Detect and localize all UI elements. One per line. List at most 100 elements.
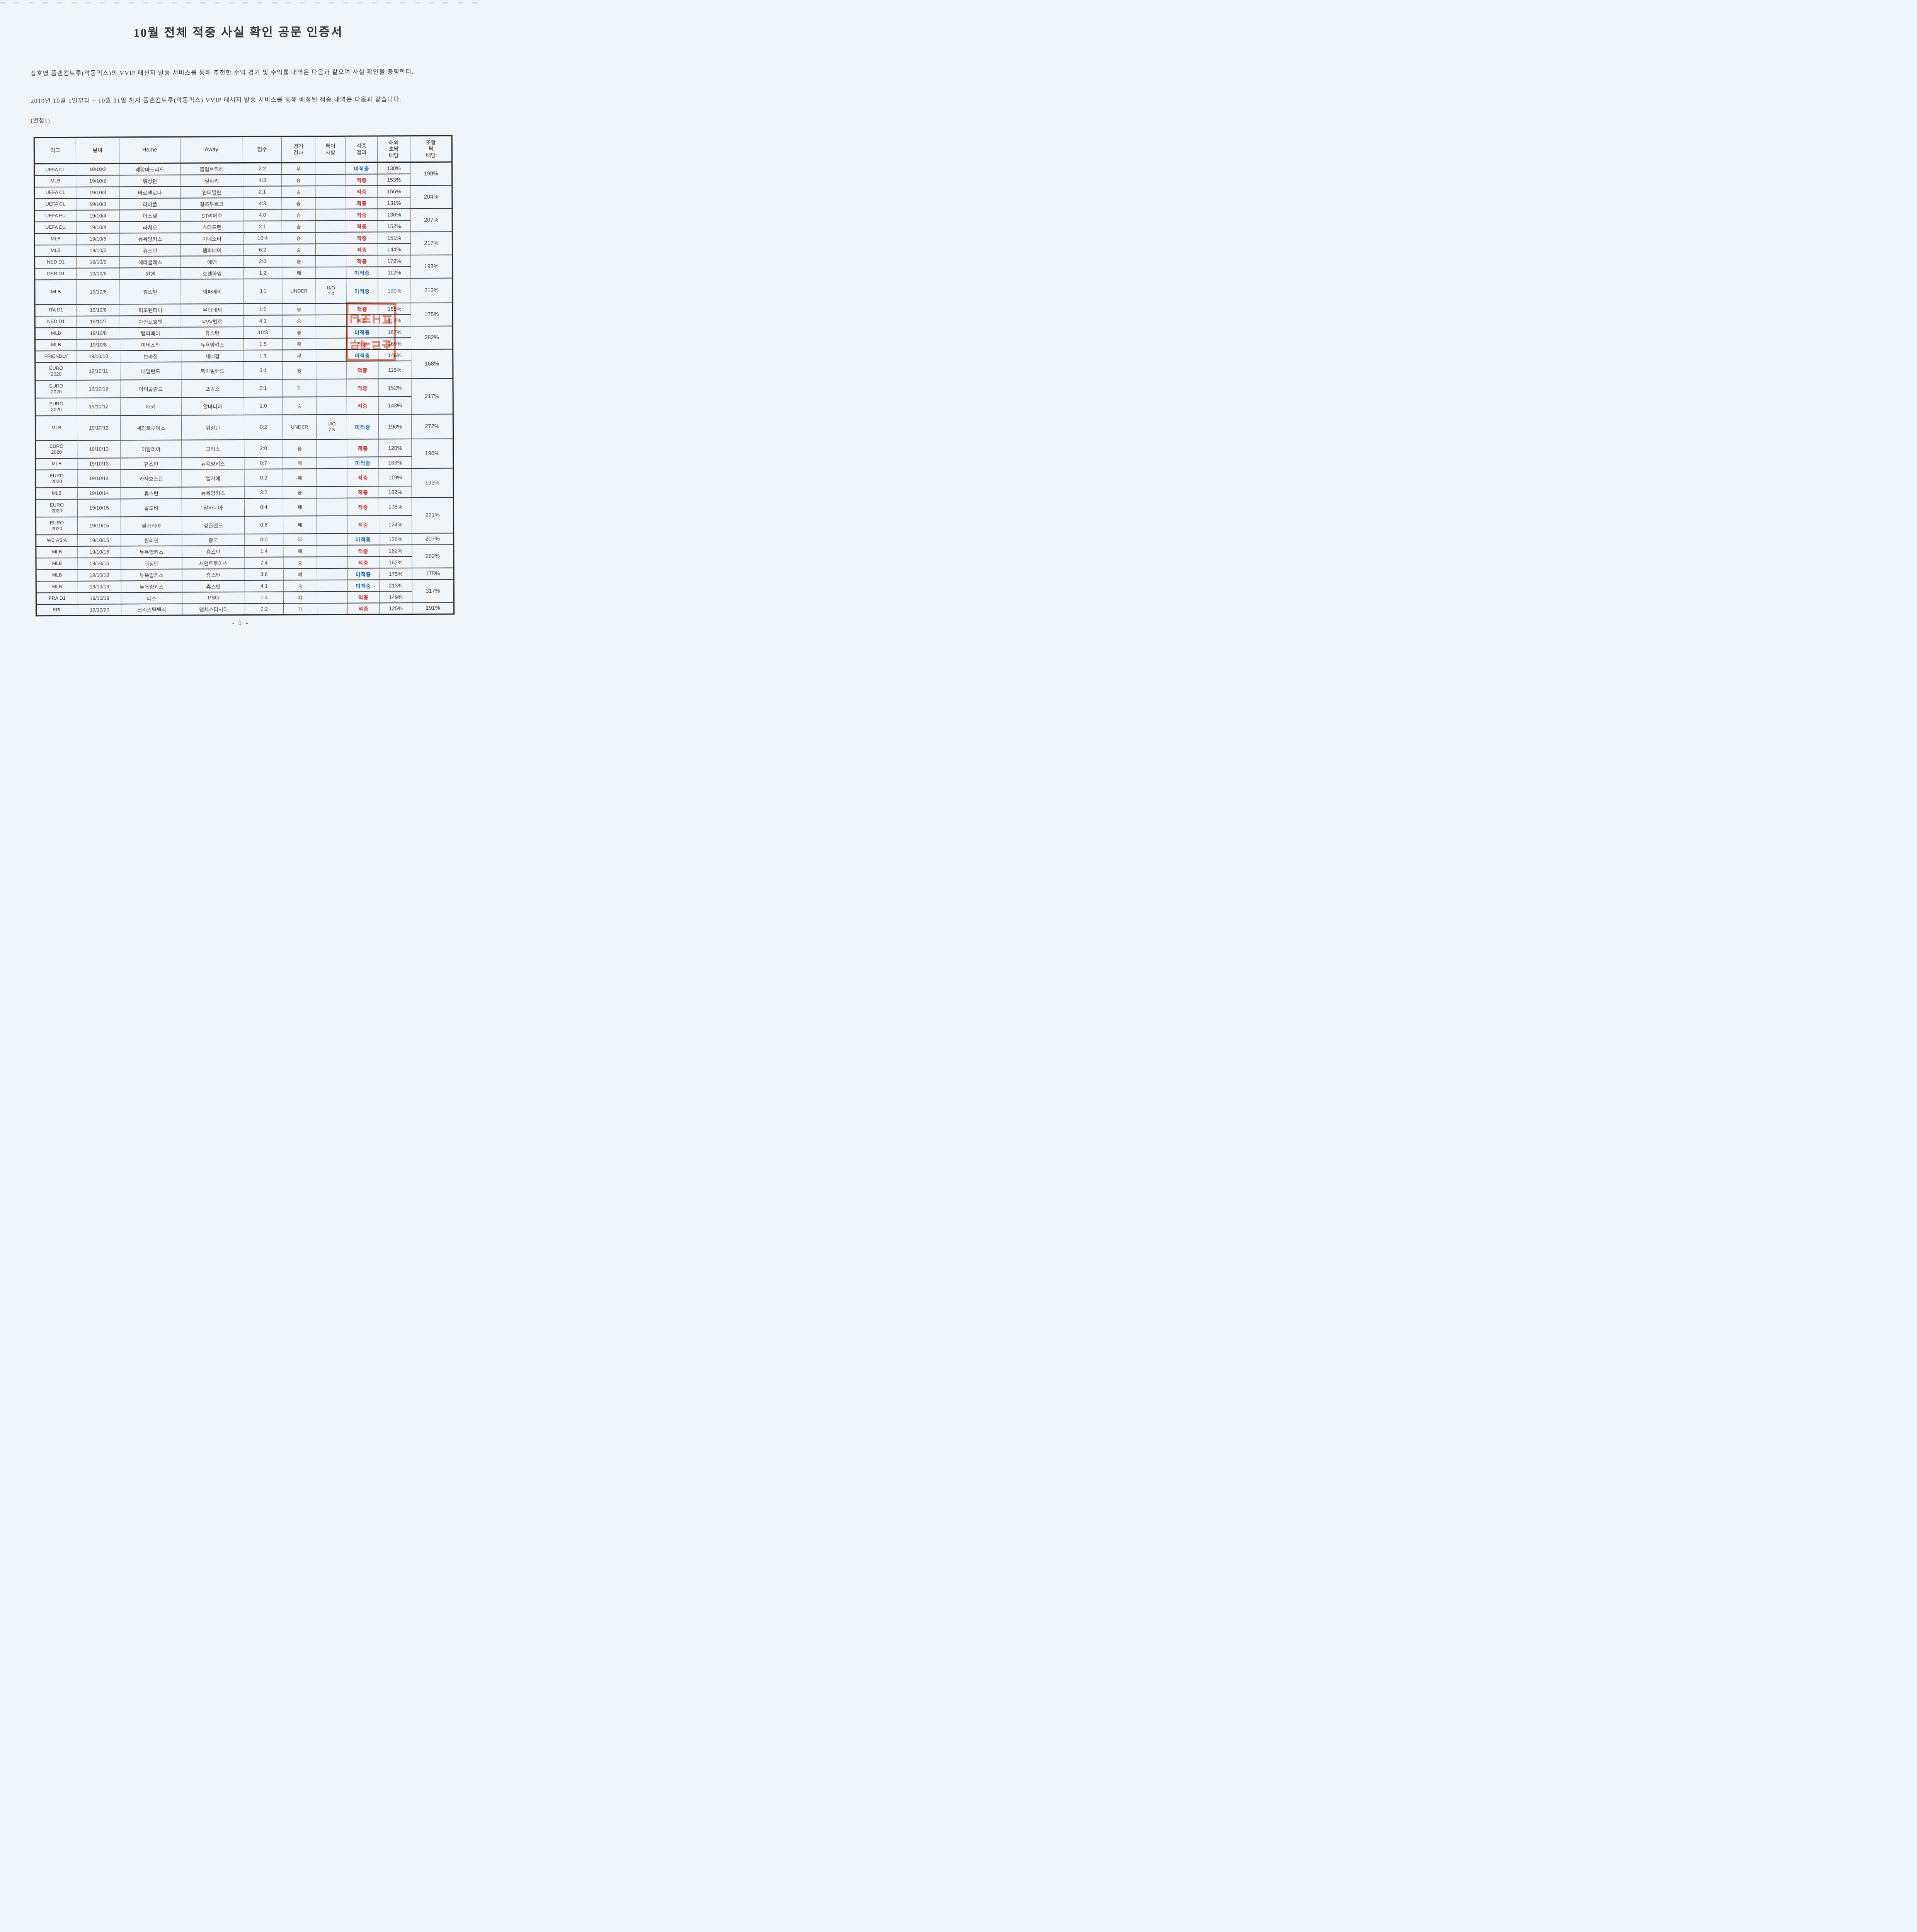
league-cell: EURO 2020 — [35, 469, 78, 488]
combo-odds-cell: 175% — [411, 303, 453, 326]
away-cell: 클럽브뤼헤 — [180, 163, 243, 175]
league-cell: MLB — [36, 581, 78, 593]
special-cell — [317, 533, 347, 545]
date-cell: 19/10/4 — [76, 221, 120, 233]
date-cell: 19/10/12 — [77, 397, 121, 416]
score-cell: 10:4 — [243, 232, 282, 244]
table-row: MLB 19/10/6 휴스턴 템파베이 3:1 UNDER U/O 7.0 미적중 190% 2… — [34, 278, 453, 304]
result-cell: 승 — [282, 315, 316, 327]
away-cell: 휴스턴 — [182, 580, 245, 592]
away-cell: 잘츠부르크 — [180, 197, 243, 210]
hit-cell: 미적중 — [347, 568, 380, 580]
odds-cell: 128% — [379, 533, 412, 545]
score-cell: 1:5 — [243, 338, 283, 350]
hit-cell: 적중 — [346, 173, 378, 186]
score-cell: 1:4 — [244, 545, 283, 557]
away-cell: 뉴욕양키스 — [182, 486, 245, 499]
away-cell: 우디네세 — [181, 303, 244, 316]
result-cell: 승 — [282, 361, 316, 379]
header-away: Away — [180, 136, 243, 163]
result-cell: 승 — [281, 174, 315, 186]
home-cell: 뉴욕양키스 — [121, 569, 182, 581]
away-cell: 휴스턴 — [182, 545, 245, 558]
result-cell: 패 — [283, 568, 317, 580]
special-cell — [316, 326, 347, 338]
home-cell: 뉴욕양키스 — [121, 580, 182, 592]
result-cell: 승 — [283, 486, 317, 498]
odds-cell: 213% — [379, 579, 412, 591]
hit-cell: 미적중 — [347, 579, 380, 592]
hit-cell: 적중 — [346, 378, 379, 397]
combo-odds-cell: 175% — [412, 568, 454, 580]
away-cell: 호펜하임 — [180, 267, 243, 279]
away-cell: 휴스턴 — [181, 327, 244, 339]
away-cell: 맨체스터시티 — [182, 603, 245, 616]
result-cell: 승 — [282, 255, 316, 267]
date-cell: 19/10/6 — [77, 304, 120, 316]
league-cell: WC ASIA — [36, 534, 78, 546]
home-cell: 아인트호벤 — [120, 315, 181, 327]
league-cell: NED D1 — [35, 316, 77, 328]
date-cell: 19/10/7 — [77, 315, 120, 328]
hit-cell: 적중 — [346, 337, 378, 350]
home-cell: 미네소타 — [120, 338, 181, 350]
score-cell: 3:2 — [244, 486, 283, 498]
score-cell: 3:8 — [245, 568, 284, 580]
date-cell: 19/10/12 — [77, 379, 121, 398]
hit-cell: 적중 — [346, 185, 378, 197]
special-cell — [317, 580, 348, 592]
header-special-note: 특이 사항 — [315, 136, 346, 163]
table-row: MLB 19/10/12 세인트루이스 워싱턴 0:2 UNDER U/O 7.5 미적중 19… — [35, 414, 453, 440]
odds-cell: 125% — [379, 602, 412, 614]
scanner-noise-artifact — [0, 2, 479, 3]
result-cell: 패 — [283, 591, 317, 604]
special-cell — [315, 243, 346, 255]
score-cell: 4:0 — [243, 209, 282, 221]
hit-cell: 적중 — [347, 515, 379, 534]
home-cell: 휴스턴 — [119, 279, 181, 304]
special-cell — [317, 486, 347, 498]
home-cell: 아이슬란드 — [120, 379, 182, 398]
odds-cell: 175% — [379, 568, 412, 580]
combo-odds-cell: 191% — [412, 602, 454, 614]
table-row: EURO 2020 19/10/12 아이슬란드 프랑스 0:1 패 적중 152% 217% — [35, 378, 453, 414]
hit-cell: 적중 — [346, 314, 378, 327]
odds-cell: 130% — [377, 162, 410, 174]
odds-cell: 146% — [378, 349, 411, 361]
special-cell — [317, 545, 347, 557]
date-cell: 19/10/5 — [76, 233, 120, 245]
header-game-result: 경기 결과 — [281, 136, 315, 163]
special-cell — [315, 162, 346, 174]
combo-odds-cell: 168% — [411, 349, 453, 379]
table-row: UEFA CL 19/10/3 바르셀로나 인터밀란 2:1 승 적중 156% 204% — [34, 185, 453, 209]
result-cell: 승 — [283, 556, 317, 569]
league-cell: MLB — [34, 279, 77, 304]
home-cell: 탬파베이 — [120, 327, 181, 339]
date-cell: 19/10/6 — [76, 267, 120, 280]
result-cell: 승 — [282, 232, 316, 244]
table-row: MLB 19/10/13 휴스턴 뉴욕양키스 0:7 패 미적중 163% — [35, 456, 453, 470]
hit-cell: 적중 — [346, 255, 378, 267]
results-table: 리그 날짜 Home Away 점수 경기 결과 특이 사항 적중 결과 해외 … — [33, 135, 455, 617]
header-date: 날짜 — [76, 137, 119, 164]
table-row: MLB 19/10/8 탬파베이 휴스턴 10:3 승 미적중 167% 282% — [35, 326, 453, 349]
combo-odds-cell: 193% — [410, 255, 453, 278]
league-cell: FRIENDLY — [35, 350, 77, 362]
score-cell: 1:1 — [243, 350, 283, 362]
score-cell: 0:2 — [244, 469, 283, 487]
hit-cell: 적중 — [347, 486, 379, 498]
table-row: GER D1 19/10/6 뮌헨 호펜하임 1:2 패 미적중 112% — [34, 266, 453, 280]
away-cell: PSG — [182, 592, 245, 604]
odds-cell: 144% — [378, 243, 411, 255]
hit-cell: 적중 — [347, 439, 379, 457]
date-cell: 19/10/2 — [76, 175, 119, 187]
page-number: - 1 - — [232, 620, 250, 627]
home-cell: 브라질 — [120, 350, 181, 362]
header-score: 점수 — [243, 136, 282, 163]
home-cell: 아스널 — [119, 209, 181, 221]
date-cell: 19/10/10 — [77, 350, 120, 362]
result-cell: 승 — [283, 396, 317, 415]
special-cell — [317, 603, 348, 615]
result-cell: 무 — [282, 349, 316, 362]
date-cell: 19/10/15 — [77, 516, 121, 535]
